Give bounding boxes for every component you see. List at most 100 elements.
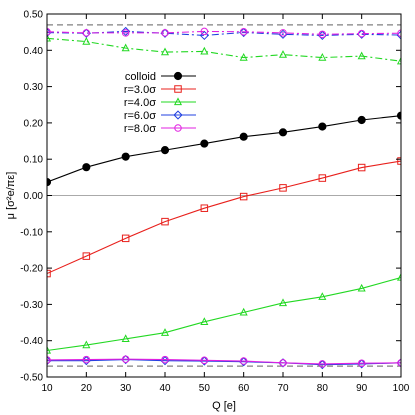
data-point — [121, 26, 131, 37]
data-point — [279, 359, 287, 367]
data-point — [318, 30, 327, 39]
data-point — [318, 174, 327, 182]
data-point — [47, 356, 51, 364]
x-tick-label: 100 — [393, 383, 410, 394]
series-0 — [47, 111, 401, 187]
y-tick-label: 0.00 — [24, 191, 44, 202]
y-tick-label: 0.10 — [24, 155, 44, 166]
data-point — [82, 340, 91, 349]
x-tick-label: 20 — [81, 383, 93, 394]
data-point — [239, 132, 248, 141]
x-axis-label: Q [e] — [212, 400, 236, 412]
series-line — [47, 277, 401, 352]
data-point — [160, 47, 170, 56]
data-point — [200, 204, 209, 212]
data-point — [121, 355, 130, 363]
data-point — [121, 43, 130, 52]
data-point — [278, 50, 288, 58]
data-point — [200, 46, 209, 55]
data-point — [396, 272, 401, 281]
data-point — [278, 29, 288, 39]
y-tick-label: -0.20 — [20, 264, 43, 275]
data-point — [279, 184, 287, 192]
legend-marker — [174, 124, 182, 132]
y-tick-label: -0.40 — [20, 336, 43, 347]
data-point — [318, 360, 327, 368]
series-line — [47, 30, 401, 35]
data-point — [82, 252, 91, 260]
data-point — [121, 29, 130, 37]
data-point — [82, 355, 91, 364]
data-point — [357, 359, 366, 367]
data-point — [47, 27, 52, 38]
series-2 — [47, 272, 401, 354]
series-line — [47, 359, 401, 366]
data-point — [239, 192, 248, 201]
data-point — [82, 163, 91, 172]
data-point — [82, 29, 91, 37]
legend-marker — [173, 110, 183, 120]
x-tick-label: 40 — [159, 383, 171, 394]
data-point — [396, 56, 401, 65]
legend-label: r=8.0σ — [124, 123, 156, 135]
x-tick-label: 50 — [199, 383, 211, 394]
data-point — [239, 52, 248, 61]
y-tick-label: 0.50 — [24, 10, 44, 21]
series-line — [47, 358, 401, 365]
legend-marker — [174, 85, 182, 93]
data-point — [278, 128, 288, 137]
legend-label: r=4.0σ — [124, 97, 156, 109]
data-point — [121, 354, 131, 365]
series-line — [47, 160, 401, 275]
data-point — [160, 28, 170, 38]
y-axis-label: μ [σ²e/πε] — [5, 172, 17, 220]
data-point — [200, 317, 209, 325]
data-point — [397, 359, 401, 367]
x-tick-label: 10 — [41, 383, 53, 394]
data-point — [318, 292, 327, 300]
data-point — [160, 146, 170, 155]
data-point — [47, 177, 52, 187]
data-point — [200, 139, 209, 148]
x-tick-label: 80 — [317, 383, 329, 394]
data-point — [47, 345, 52, 354]
data-point — [239, 27, 249, 38]
y-tick-label: -0.50 — [20, 373, 43, 384]
legend-label: r=3.0σ — [124, 84, 156, 96]
series-6 — [47, 355, 401, 368]
y-tick-label: -0.10 — [20, 227, 43, 238]
legend-item: r=4.0σ — [124, 97, 196, 109]
data-point — [279, 29, 287, 37]
data-point — [357, 29, 366, 38]
x-tick-label: 30 — [120, 383, 132, 394]
data-point — [200, 27, 209, 36]
data-point — [357, 283, 366, 292]
data-point — [357, 51, 366, 60]
data-point — [161, 29, 169, 37]
x-tick-label: 90 — [356, 383, 368, 394]
data-point — [161, 355, 169, 364]
data-point — [397, 157, 401, 165]
data-point — [121, 234, 130, 243]
legend-label: colloid — [125, 71, 156, 83]
series-group — [47, 26, 401, 370]
data-point — [239, 357, 248, 365]
y-tick-label: -0.30 — [20, 300, 43, 311]
reference-lines — [47, 24, 401, 367]
data-point — [357, 115, 366, 125]
data-point — [161, 217, 169, 226]
data-point — [81, 28, 91, 38]
x-tick-label: 60 — [238, 383, 250, 394]
data-point — [121, 152, 130, 161]
data-point — [82, 37, 91, 45]
legend-marker — [173, 97, 183, 106]
data-point — [121, 334, 130, 343]
data-point — [200, 356, 209, 365]
y-axis: 0.50 0.40 0.30 0.20 0.10 0.00 -0.10 -0.20 -0.30 -… — [20, 10, 401, 384]
legend-item: r=3.0σ — [124, 84, 196, 96]
data-point — [239, 28, 248, 36]
legend-item: r=8.0σ — [124, 123, 196, 135]
